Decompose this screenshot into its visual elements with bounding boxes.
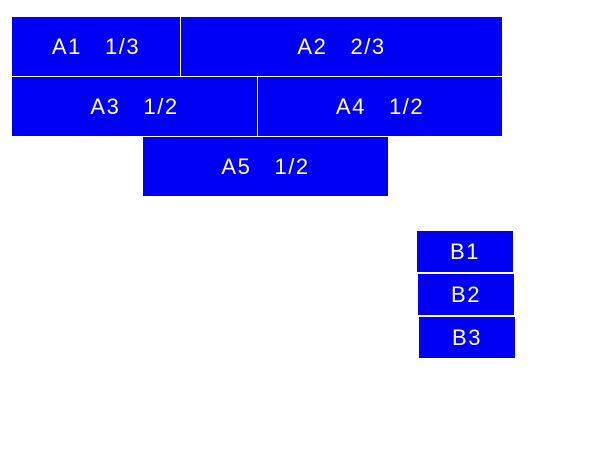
- box-a2: A2 2/3: [181, 17, 502, 76]
- box-a5-label: A5 1/2: [221, 153, 310, 179]
- box-a5: A5 1/2: [143, 137, 388, 196]
- box-b2-label: B2: [451, 281, 481, 307]
- box-a4: A4 1/2: [258, 77, 502, 136]
- box-b1: B1: [417, 231, 513, 272]
- box-a1: A1 1/3: [12, 17, 180, 76]
- box-a3: A3 1/2: [12, 77, 257, 136]
- box-b2: B2: [418, 274, 514, 315]
- box-a1-label: A1 1/3: [51, 33, 141, 59]
- box-a2-label: A2 2/3: [297, 33, 386, 59]
- box-b1-label: B1: [450, 238, 480, 264]
- box-b3: B3: [419, 317, 515, 358]
- box-a3-label: A3 1/2: [90, 93, 179, 119]
- box-a4-label: A4 1/2: [335, 93, 425, 119]
- box-b3-label: B3: [452, 324, 482, 350]
